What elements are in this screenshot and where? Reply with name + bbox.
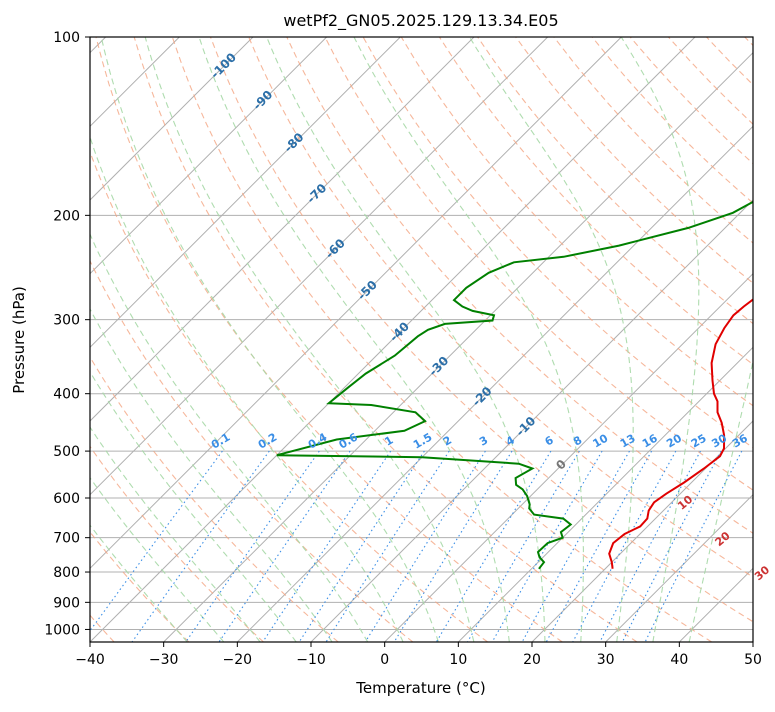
moist-adiabat-line	[0, 37, 187, 642]
dry-adiabat-line	[0, 37, 264, 642]
isotherm-line	[753, 37, 775, 642]
x-tick-label: −20	[223, 652, 253, 668]
isotherm-line	[16, 37, 621, 642]
mixing-ratio-line	[573, 451, 676, 642]
mixing-ratio-label: 36	[730, 431, 750, 450]
x-tick-label: 50	[744, 652, 762, 668]
chart-title: wetPf2_GN05.2025.129.13.34.E05	[283, 11, 558, 31]
isotherm-line	[0, 37, 474, 642]
y-tick-label: 800	[53, 565, 80, 581]
isotherm-line	[0, 37, 400, 642]
mixing-ratio-line	[82, 451, 223, 642]
mixing-ratio-label: 8	[571, 434, 584, 449]
y-tick-label: 300	[53, 313, 80, 329]
dry-adiabat-line	[745, 37, 775, 642]
mixing-ratio-label: 13	[618, 432, 638, 451]
mixing-ratio-label: 6	[543, 433, 556, 448]
mixing-ratio-label: 0.4	[306, 430, 330, 451]
isotherm-line	[0, 37, 327, 642]
moist-adiabat-line	[5, 37, 332, 642]
dry-adiabat-line	[516, 37, 775, 642]
mixing-ratio-line	[219, 451, 350, 642]
mixing-ratio-label: 0.1	[209, 431, 232, 452]
x-tick-label: 20	[523, 652, 541, 668]
mixing-ratio-line	[263, 451, 391, 642]
moist-adiabat-line	[689, 37, 775, 642]
y-tick-label: 900	[53, 595, 80, 611]
temperature-profile-line	[609, 37, 775, 569]
y-tick-label: 600	[53, 491, 80, 507]
dry-adiabat-line	[134, 37, 637, 642]
x-tick-label: 10	[449, 652, 467, 668]
y-tick-label: 700	[53, 531, 80, 547]
isotherm-line	[237, 37, 775, 642]
isotherm-label: -10	[513, 414, 538, 439]
x-tick-label: 30	[597, 652, 615, 668]
mixing-ratio-label: 4	[504, 433, 517, 448]
x-tick-label: −40	[75, 652, 105, 668]
y-tick-label: 400	[53, 387, 80, 403]
dry-adiabat-label: 30	[752, 563, 772, 583]
dry-adiabat-line	[58, 37, 488, 642]
isotherm-line	[458, 37, 775, 642]
dry-adiabat-line	[707, 37, 775, 642]
y-tick-label: 100	[53, 30, 80, 46]
background-lines	[0, 37, 775, 642]
dry-adiabat-line	[20, 37, 413, 642]
dry-adiabat-line	[0, 37, 338, 642]
moist-adiabat-line	[64, 37, 403, 642]
isotherm-line	[0, 37, 253, 642]
moist-adiabat-line	[0, 37, 296, 642]
mixing-ratio-label: 1	[382, 434, 395, 449]
moist-adiabat-line	[0, 37, 260, 642]
mixing-ratio-label: 3	[477, 434, 490, 449]
mixing-ratio-line	[436, 451, 551, 642]
y-axis-label: Pressure (hPa)	[10, 286, 28, 394]
dry-adiabat-line	[592, 37, 775, 642]
x-axis-ticks: −40 −30 −20 −10 0 10 20 30 40 50	[75, 642, 762, 668]
mixing-ratio-line	[365, 451, 485, 642]
isotherm-line	[311, 37, 775, 642]
isotherm-line	[532, 37, 775, 642]
mixing-ratio-label: 25	[689, 432, 709, 451]
mixing-ratio-label: 10	[591, 431, 611, 450]
x-axis-label: Temperature (°C)	[355, 679, 485, 697]
mixing-ratio-label: 2	[441, 434, 454, 449]
moist-adiabat-line	[33, 37, 368, 642]
isotherm-line	[385, 37, 775, 642]
y-axis-ticks: 100 200 300 400 500 600 700 800 900 1000	[44, 30, 90, 638]
y-tick-label: 500	[53, 444, 80, 460]
mixing-ratio-label: 20	[664, 431, 684, 450]
x-tick-label: 0	[380, 652, 389, 668]
isotherm-line	[164, 37, 769, 642]
mixing-ratio-line	[600, 451, 701, 642]
mixing-ratio-line	[299, 451, 424, 642]
y-tick-label: 200	[53, 208, 80, 224]
x-tick-label: −30	[149, 652, 179, 668]
moist-adiabat-line	[470, 37, 634, 642]
x-tick-label: −10	[296, 652, 326, 668]
mixing-ratio-line	[546, 451, 651, 642]
mixing-ratio-line	[326, 451, 449, 642]
x-tick-label: 40	[670, 652, 688, 668]
dry-adiabat-line	[668, 37, 775, 642]
y-tick-label: 1000	[44, 622, 80, 638]
mixing-ratio-label: 16	[640, 431, 660, 450]
isotherm-line	[679, 37, 775, 642]
dry-adiabat-line	[0, 37, 189, 642]
moist-adiabat-line	[101, 37, 438, 642]
dry-adiabat-line	[554, 37, 775, 642]
